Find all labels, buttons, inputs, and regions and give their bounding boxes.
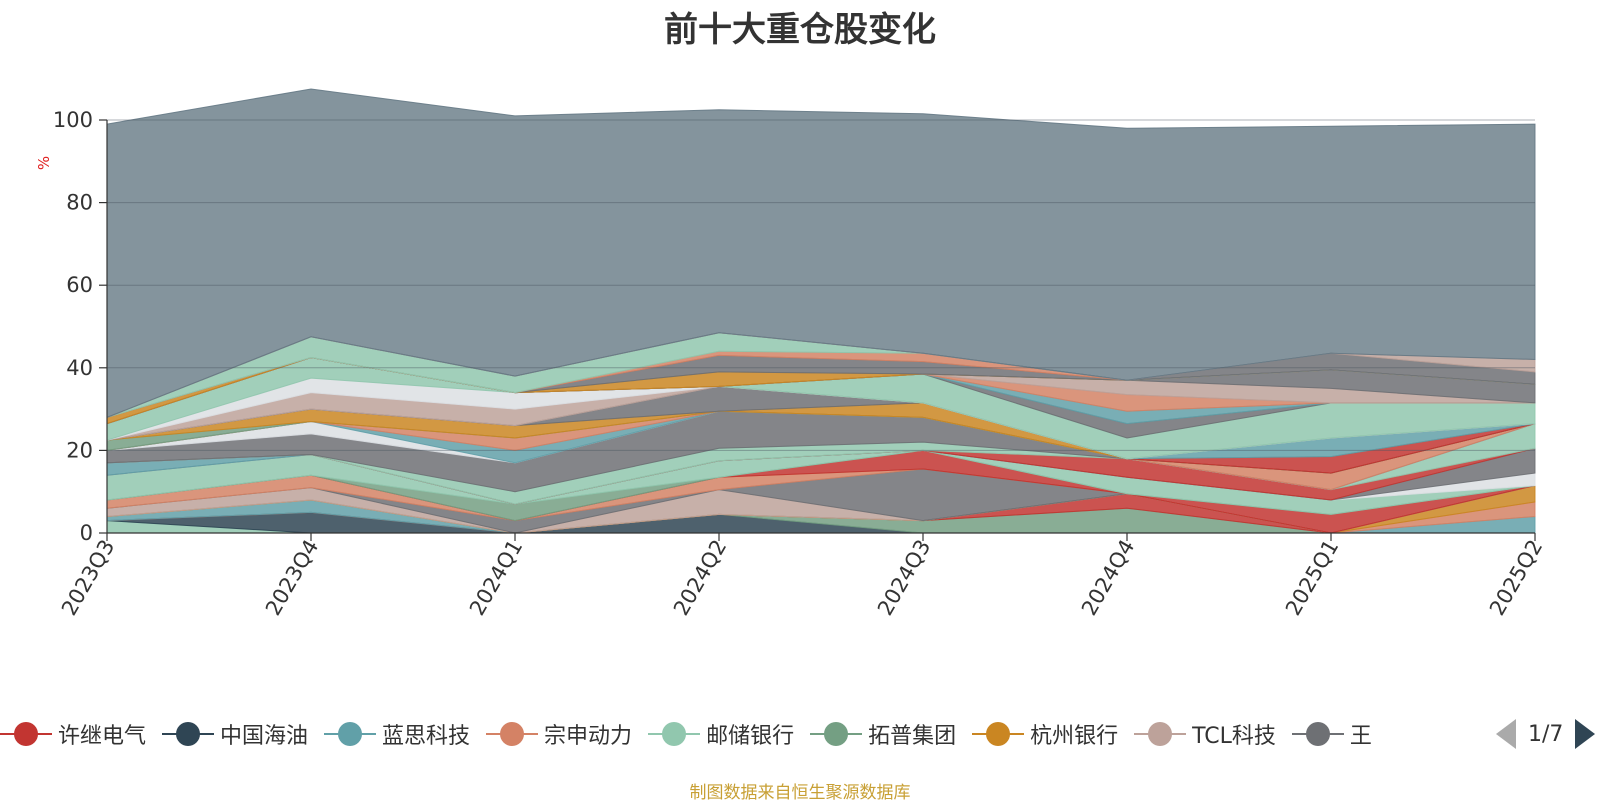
- y-tick-label-20: 20: [66, 438, 93, 462]
- legend-prev-page-button[interactable]: [1496, 719, 1516, 749]
- legend-label: TCL科技: [1192, 724, 1276, 749]
- x-tick-label-2024Q4: 2024Q4: [1077, 536, 1139, 620]
- legend-item-6[interactable]: 杭州银行: [972, 712, 1118, 756]
- legend-marker-icon: [810, 722, 863, 746]
- legend-item-4[interactable]: 邮储银行: [648, 712, 794, 756]
- legend-marker-icon: [486, 722, 539, 746]
- legend-label: 王: [1349, 724, 1372, 749]
- legend-label: 中国海油: [220, 724, 309, 749]
- x-tick-label-2024Q1: 2024Q1: [465, 536, 527, 620]
- area-series-41[interactable]: [106, 88, 1536, 419]
- y-axis-unit-label: %: [35, 156, 53, 170]
- area-series-group: [106, 88, 1536, 534]
- gridlines: [107, 119, 1535, 451]
- chart-title: 前十大重仓股变化: [664, 10, 936, 50]
- x-tick-label-2024Q3: 2024Q3: [873, 536, 935, 620]
- legend-marker-icon: [1291, 722, 1344, 746]
- legend-marker-icon: [162, 722, 215, 746]
- y-tick-label-80: 80: [66, 191, 93, 215]
- legend-page-indicator: 1/7: [1528, 721, 1564, 747]
- legend-next-page-button[interactable]: [1575, 719, 1596, 749]
- y-tick-label-100: 100: [53, 108, 93, 132]
- legend-marker-icon: [1134, 722, 1187, 746]
- source-footnote: 制图数据来自恒生聚源数据库: [689, 783, 911, 803]
- x-tick-label-2023Q3: 2023Q3: [57, 536, 119, 620]
- x-tick-label-2023Q4: 2023Q4: [261, 536, 323, 620]
- legend-item-1[interactable]: 中国海油: [162, 712, 308, 756]
- legend-label: 拓普集团: [868, 724, 957, 749]
- legend-marker-icon: [0, 722, 52, 746]
- y-tick-label-60: 60: [66, 273, 93, 297]
- legend-item-8[interactable]: 王: [1291, 712, 1372, 756]
- y-tick-label-0: 0: [80, 521, 93, 545]
- legend-label: 蓝思科技: [382, 724, 471, 749]
- legend-label: 杭州银行: [1030, 724, 1119, 749]
- legend-marker-icon: [324, 722, 377, 746]
- y-tick-label-40: 40: [66, 356, 93, 380]
- legend-label: 邮储银行: [706, 724, 795, 749]
- x-tick-label-2025Q1: 2025Q1: [1281, 536, 1343, 620]
- legend-label: 宗申动力: [544, 724, 633, 749]
- legend-marker-icon: [972, 722, 1025, 746]
- legend: 许继电气 中国海油 蓝思科技 宗申动力 邮储银行 拓普集团 杭州银行 TCL科技 王: [0, 712, 1480, 756]
- x-tick-label-2024Q2: 2024Q2: [669, 536, 731, 620]
- legend-marker-icon: [648, 722, 701, 746]
- legend-item-5[interactable]: 拓普集团: [810, 712, 956, 756]
- legend-item-2[interactable]: 蓝思科技: [324, 712, 470, 756]
- legend-item-3[interactable]: 宗申动力: [486, 712, 632, 756]
- x-tick-label-2025Q2: 2025Q2: [1485, 536, 1547, 620]
- legend-pager: 1/7: [1496, 716, 1596, 752]
- legend-item-7[interactable]: TCL科技: [1134, 712, 1276, 756]
- legend-label: 许继电气: [58, 724, 147, 749]
- legend-item-0[interactable]: 许继电气: [0, 712, 146, 756]
